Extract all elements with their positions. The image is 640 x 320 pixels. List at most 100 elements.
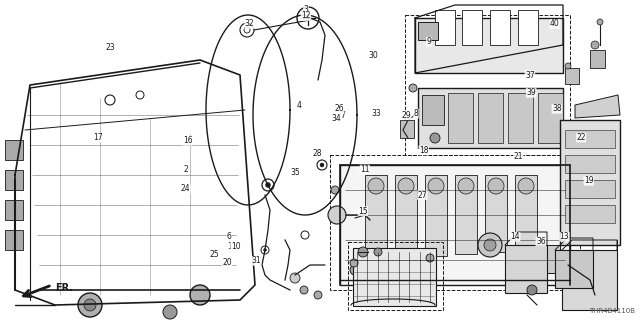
Bar: [478, 93, 503, 143]
Text: 37: 37: [525, 71, 535, 80]
Bar: [515, 175, 537, 250]
Bar: [540, 245, 560, 273]
Text: 33: 33: [371, 109, 381, 118]
Text: 3: 3: [303, 5, 308, 14]
Text: 31: 31: [251, 256, 261, 265]
Bar: [418, 88, 563, 148]
Circle shape: [527, 285, 537, 295]
Circle shape: [398, 178, 414, 194]
Text: 17: 17: [93, 133, 103, 142]
Text: 2: 2: [183, 165, 188, 174]
Circle shape: [374, 248, 382, 256]
Text: 1: 1: [227, 242, 232, 251]
Bar: [405, 15, 570, 155]
Bar: [538, 93, 563, 143]
Bar: [5, 140, 23, 160]
Bar: [565, 155, 615, 173]
Circle shape: [597, 19, 603, 25]
Bar: [448, 93, 473, 143]
Bar: [418, 22, 438, 40]
Circle shape: [358, 247, 368, 257]
Bar: [5, 170, 23, 190]
Circle shape: [478, 233, 502, 257]
Circle shape: [300, 286, 308, 294]
Text: 22: 22: [577, 133, 586, 142]
Bar: [340, 165, 570, 285]
Bar: [565, 205, 615, 223]
Text: 15: 15: [358, 207, 368, 216]
Text: 10: 10: [230, 242, 241, 251]
Circle shape: [428, 178, 444, 194]
Circle shape: [350, 259, 358, 267]
Bar: [425, 175, 447, 256]
Bar: [562, 250, 617, 310]
Bar: [508, 93, 533, 143]
Text: 23: 23: [106, 44, 116, 52]
Text: 29: 29: [401, 111, 412, 120]
Text: 25: 25: [209, 250, 220, 259]
Bar: [5, 200, 23, 220]
Bar: [565, 180, 615, 198]
Circle shape: [565, 63, 571, 69]
Circle shape: [320, 163, 324, 167]
Text: 13: 13: [559, 232, 570, 241]
Bar: [518, 10, 538, 45]
Text: 35: 35: [291, 168, 301, 177]
Bar: [490, 10, 510, 45]
Text: 28: 28: [312, 149, 321, 158]
Bar: [400, 120, 414, 138]
Circle shape: [163, 305, 177, 319]
Bar: [590, 50, 605, 68]
Text: 34: 34: [331, 114, 341, 123]
Text: 11: 11: [360, 165, 369, 174]
Text: 6: 6: [227, 232, 232, 241]
Bar: [555, 250, 593, 288]
Text: 14: 14: [510, 232, 520, 241]
Circle shape: [350, 265, 360, 275]
Bar: [5, 230, 23, 250]
Text: 19: 19: [584, 176, 594, 185]
Circle shape: [591, 41, 599, 49]
Text: 8: 8: [413, 109, 419, 118]
Bar: [462, 10, 482, 45]
Text: 38: 38: [552, 104, 562, 113]
Bar: [395, 175, 417, 258]
Circle shape: [586, 196, 594, 204]
Bar: [348, 242, 443, 310]
Circle shape: [458, 178, 474, 194]
Circle shape: [484, 239, 496, 251]
Circle shape: [328, 206, 346, 224]
Circle shape: [84, 299, 96, 311]
Circle shape: [368, 178, 384, 194]
Bar: [415, 18, 563, 73]
Bar: [560, 120, 620, 245]
Bar: [422, 95, 444, 125]
Text: 12: 12: [301, 12, 310, 20]
Bar: [330, 155, 580, 290]
Circle shape: [264, 249, 266, 252]
Circle shape: [190, 285, 210, 305]
Text: 20: 20: [222, 258, 232, 267]
Text: 4: 4: [297, 101, 302, 110]
Circle shape: [290, 273, 300, 283]
Bar: [565, 130, 615, 148]
Circle shape: [358, 281, 366, 289]
Bar: [365, 175, 387, 260]
Bar: [435, 10, 455, 45]
Text: 39: 39: [526, 88, 536, 97]
Circle shape: [426, 254, 434, 262]
Circle shape: [518, 178, 534, 194]
Text: 16: 16: [182, 136, 193, 145]
Bar: [353, 248, 436, 306]
Text: 36: 36: [536, 237, 546, 246]
Text: 27: 27: [417, 191, 428, 200]
Circle shape: [555, 250, 565, 260]
Text: 9: 9: [426, 37, 431, 46]
Bar: [505, 245, 547, 293]
Text: 21: 21: [514, 152, 523, 161]
Bar: [455, 175, 477, 254]
Bar: [485, 175, 507, 252]
Text: 40: 40: [550, 20, 560, 28]
Circle shape: [430, 133, 440, 143]
Text: 32: 32: [244, 20, 255, 28]
